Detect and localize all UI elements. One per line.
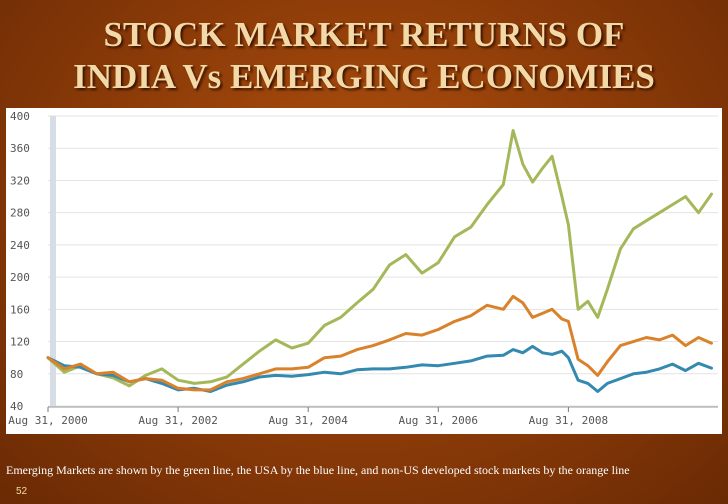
x-tick-label: Aug 31, 2002 bbox=[138, 414, 217, 427]
y-tick-label: 40 bbox=[10, 400, 23, 413]
series-line-emerging-markets bbox=[46, 129, 713, 388]
title-line-2: INDIA Vs EMERGING ECONOMIES bbox=[73, 57, 655, 96]
chart-panel: 400 360 320 280 240 200 160 120 80 40 Aug 31, 2000… bbox=[6, 108, 722, 434]
y-tick-label: 320 bbox=[10, 174, 30, 187]
y-axis-bar bbox=[50, 116, 56, 406]
chart-caption: Emerging Markets are shown by the green … bbox=[6, 463, 630, 477]
y-tick-label: 200 bbox=[10, 271, 30, 284]
y-tick-label: 400 bbox=[10, 110, 30, 123]
y-tick-label: 240 bbox=[10, 239, 30, 252]
x-tick-label: Aug 31, 2006 bbox=[399, 414, 478, 427]
slide-title: STOCK MARKET RETURNS OF INDIA Vs EMERGIN… bbox=[0, 14, 728, 98]
y-tick-label: 280 bbox=[10, 207, 30, 220]
y-tick-label: 80 bbox=[10, 368, 23, 381]
x-tick-label: Aug 31, 2000 bbox=[8, 414, 87, 427]
y-tick-label: 160 bbox=[10, 303, 30, 316]
series-line-non-us-developed bbox=[46, 294, 713, 392]
title-line-1: STOCK MARKET RETURNS OF bbox=[103, 15, 625, 54]
y-tick-label: 120 bbox=[10, 336, 30, 349]
x-tick-label: Aug 31, 2008 bbox=[529, 414, 608, 427]
x-tick-label: Aug 31, 2004 bbox=[268, 414, 348, 427]
series-line-usa bbox=[46, 344, 713, 393]
page-number: 52 bbox=[16, 486, 28, 497]
y-tick-label: 360 bbox=[10, 142, 30, 155]
